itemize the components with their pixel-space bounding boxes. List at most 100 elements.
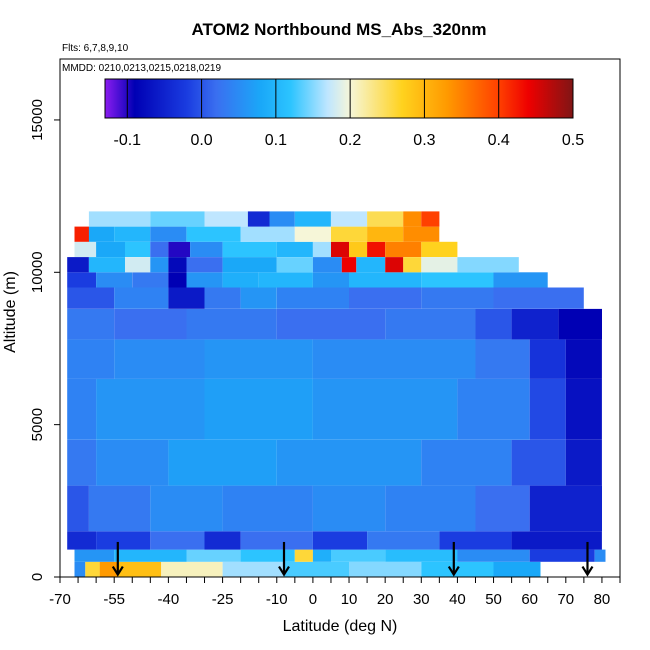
profile-arrow-3 (581, 541, 594, 577)
profile-arrow-2 (447, 541, 460, 577)
heatmap-cell-11-3 (150, 241, 169, 257)
heatmap-cell-11-7 (276, 241, 313, 257)
x-tick-label-7: 20 (377, 591, 394, 608)
x-tick-label-5: 0 (309, 591, 317, 608)
plot-frame (59, 58, 621, 578)
heatmap-cell-10-3 (150, 257, 169, 273)
heatmap-cell-9-1 (96, 272, 133, 288)
heatmap-cell-8-4 (240, 287, 277, 309)
heatmap-cell-6-5 (529, 339, 566, 379)
heatmap-cell-13-1 (150, 211, 205, 227)
colorbar-tick-label-2: 0.1 (265, 132, 287, 149)
x-tick-label-6: 10 (341, 591, 358, 608)
colorbar-tick-label-3: 0.2 (339, 132, 361, 149)
heatmap-cell-7-1 (114, 308, 187, 340)
heatmap-cell-8-1 (114, 287, 169, 309)
heatmap-cell-8-5 (276, 287, 350, 309)
heatmap-cell-8-8 (493, 287, 584, 309)
heatmap-cell-13-8 (403, 211, 422, 227)
heatmap-cell-12-0 (74, 226, 89, 242)
heatmap-cell-11-8 (312, 241, 331, 257)
heatmap-cell-11-0 (74, 241, 97, 257)
heatmap-cell-6-1 (114, 339, 205, 379)
heatmap-cell-6-0 (67, 339, 115, 379)
heatmap-cell-1-4 (294, 549, 313, 562)
heatmap-cell-13-0 (88, 211, 151, 227)
heatmap-cell-5-2 (204, 378, 313, 440)
heatmap-cell-3-4 (312, 485, 386, 532)
dates-note: MMDD: 0210,0213,0215,0218,0219 (62, 63, 221, 74)
heatmap-cell-9-8 (349, 272, 422, 288)
heatmap-cell-2-6 (367, 531, 440, 550)
heatmap-cell-11-5 (190, 241, 223, 257)
heatmap-cell-11-9 (331, 241, 350, 257)
colorbar-gradient (104, 78, 574, 119)
heatmap-cell-10-8 (312, 257, 342, 273)
heatmap-cell-0-0 (74, 561, 86, 577)
x-tick-label-2: -40 (158, 591, 180, 608)
heatmap-cell-13-6 (331, 211, 368, 227)
heatmap-cell-6-4 (475, 339, 530, 379)
heatmap-cell-5-3 (312, 378, 458, 440)
heatmap-cell-13-4 (269, 211, 295, 227)
heatmap-cell-12-4 (186, 226, 241, 242)
heatmap-cell-11-11 (367, 241, 386, 257)
heatmap-cell-13-9 (421, 211, 440, 227)
heatmap-cell-12-7 (331, 226, 368, 242)
heatmap-cell-1-8 (457, 549, 530, 562)
heatmap-cell-3-5 (385, 485, 476, 532)
heatmap-cell-3-0 (67, 485, 89, 532)
x-tick-label-13: 80 (594, 591, 611, 608)
y-tick-label-1: 5000 (29, 408, 46, 441)
heatmap-cell-10-10 (356, 257, 386, 273)
heatmap-cell-7-7 (558, 308, 602, 340)
colorbar-tick-label-0: -0.1 (113, 132, 141, 149)
colorbar: -0.1 0.0 0.1 0.2 0.3 0.4 0.5 (104, 78, 584, 149)
profile-arrow-0 (111, 541, 124, 577)
heatmap-cell-10-7 (276, 257, 313, 273)
x-axis-label: Latitude (deg N) (283, 618, 398, 635)
heatmap-cell-13-7 (367, 211, 404, 227)
heatmap-cell-2-4 (240, 531, 313, 550)
heatmap-cell-4-2 (168, 439, 277, 486)
heatmap-cell-12-8 (367, 226, 404, 242)
heatmap-cell-7-0 (67, 308, 115, 340)
heatmap-cell-1-5 (312, 549, 331, 562)
heatmap-cell-5-4 (457, 378, 530, 440)
heatmap-cell-6-6 (565, 339, 602, 379)
heatmap-cell-3-3 (222, 485, 313, 532)
heatmap-cell-10-14 (457, 257, 519, 273)
heatmap-cell-10-1 (88, 257, 125, 273)
profile-markers (111, 541, 594, 577)
chart-title: ATOM2 Northbound MS_Abs_320nm (191, 20, 486, 39)
heatmap-cell-6-3 (312, 339, 476, 379)
heatmap-cell-2-0 (67, 531, 97, 550)
x-tick-label-0: -70 (49, 591, 71, 608)
heatmap-cell-10-4 (168, 257, 187, 273)
heatmap-cell-11-12 (385, 241, 422, 257)
heatmap-cell-10-2 (125, 257, 151, 273)
heatmap-cell-2-5 (312, 531, 368, 550)
heatmap-cell-1-0 (74, 549, 115, 562)
heatmap-cell-1-2 (186, 549, 241, 562)
heatmap-cell-1-6 (331, 549, 386, 562)
heatmap-cell-2-3 (204, 531, 241, 550)
heatmap-cell-3-1 (88, 485, 151, 532)
heatmap-cell-12-9 (403, 226, 440, 242)
heatmap-cell-10-13 (421, 257, 458, 273)
heatmap-cell-8-3 (204, 287, 241, 309)
x-axis: -70 -55 -40 -25 -10 0 10 20 30 40 50 60 70 80 (49, 577, 621, 608)
y-tick-label-0: 0 (29, 573, 46, 581)
heatmap-cell-10-5 (186, 257, 223, 273)
heatmap-cell-8-0 (67, 287, 115, 309)
heatmap-cell-3-2 (150, 485, 223, 532)
heatmap-cell-9-4 (186, 272, 223, 288)
heatmap-cell-0-4 (161, 561, 223, 577)
heatmap-cell-11-10 (349, 241, 368, 257)
colorbar-tick-label-1: 0.0 (190, 132, 212, 149)
heatmap-cell-4-5 (511, 439, 566, 486)
heatmap-cell-9-6 (258, 272, 313, 288)
heatmap-cell-0-2 (99, 561, 118, 577)
heatmap-cell-2-1 (96, 531, 151, 550)
heatmap-cell-7-6 (511, 308, 559, 340)
